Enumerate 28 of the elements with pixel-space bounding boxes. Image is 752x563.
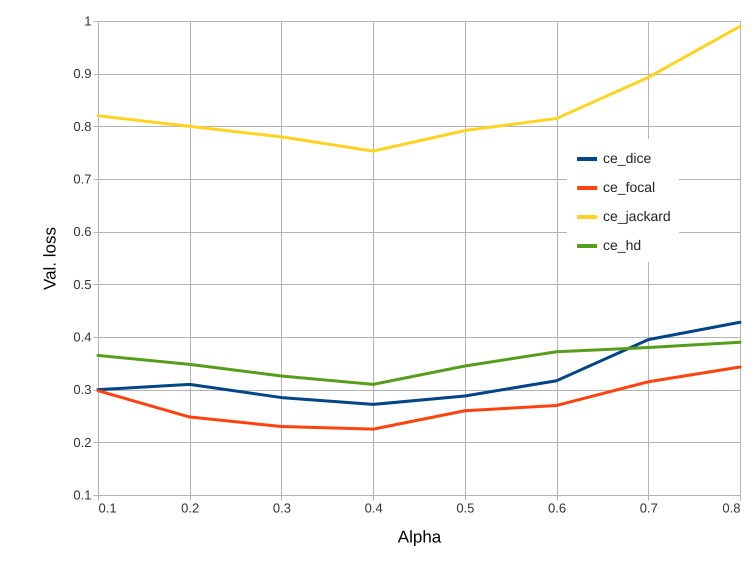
x-tick-label: 0.6 <box>548 500 566 516</box>
y-tick-label: 0.5 <box>73 276 92 292</box>
line-series <box>96 24 742 153</box>
x-tick-label: 0.7 <box>640 500 658 516</box>
y-tick-label: 0.4 <box>73 330 92 344</box>
line-series <box>96 320 742 406</box>
y-tick-label: 1 <box>84 14 92 28</box>
legend-label: ce_hd <box>603 237 642 253</box>
legend-label: ce_dice <box>603 150 652 166</box>
x-tick-label: 0.3 <box>272 500 291 516</box>
line-series <box>96 340 742 386</box>
y-tick-label: 0.3 <box>73 382 92 398</box>
x-tick-label: 0.4 <box>364 500 383 516</box>
x-tick-label: 0.5 <box>456 500 474 516</box>
x-tick-label: 0.2 <box>181 500 200 516</box>
legend-label: ce_focal <box>603 179 656 195</box>
y-tick-label: 0.6 <box>73 224 92 240</box>
y-tick-label: 0.7 <box>73 172 92 186</box>
x-tick-label: 0.8 <box>722 500 740 516</box>
x-axis-title: Alpha <box>398 528 442 546</box>
legend-label: ce_jackard <box>603 208 671 224</box>
y-axis-title: Val. loss <box>40 227 60 290</box>
y-tick-label: 0.9 <box>73 66 92 82</box>
y-tick-label: 0.1 <box>73 488 92 502</box>
y-tick-label: 0.2 <box>73 434 92 450</box>
line-series <box>96 366 742 431</box>
x-tick-label: 0.1 <box>98 500 117 516</box>
y-tick-label: 0.8 <box>73 118 92 134</box>
